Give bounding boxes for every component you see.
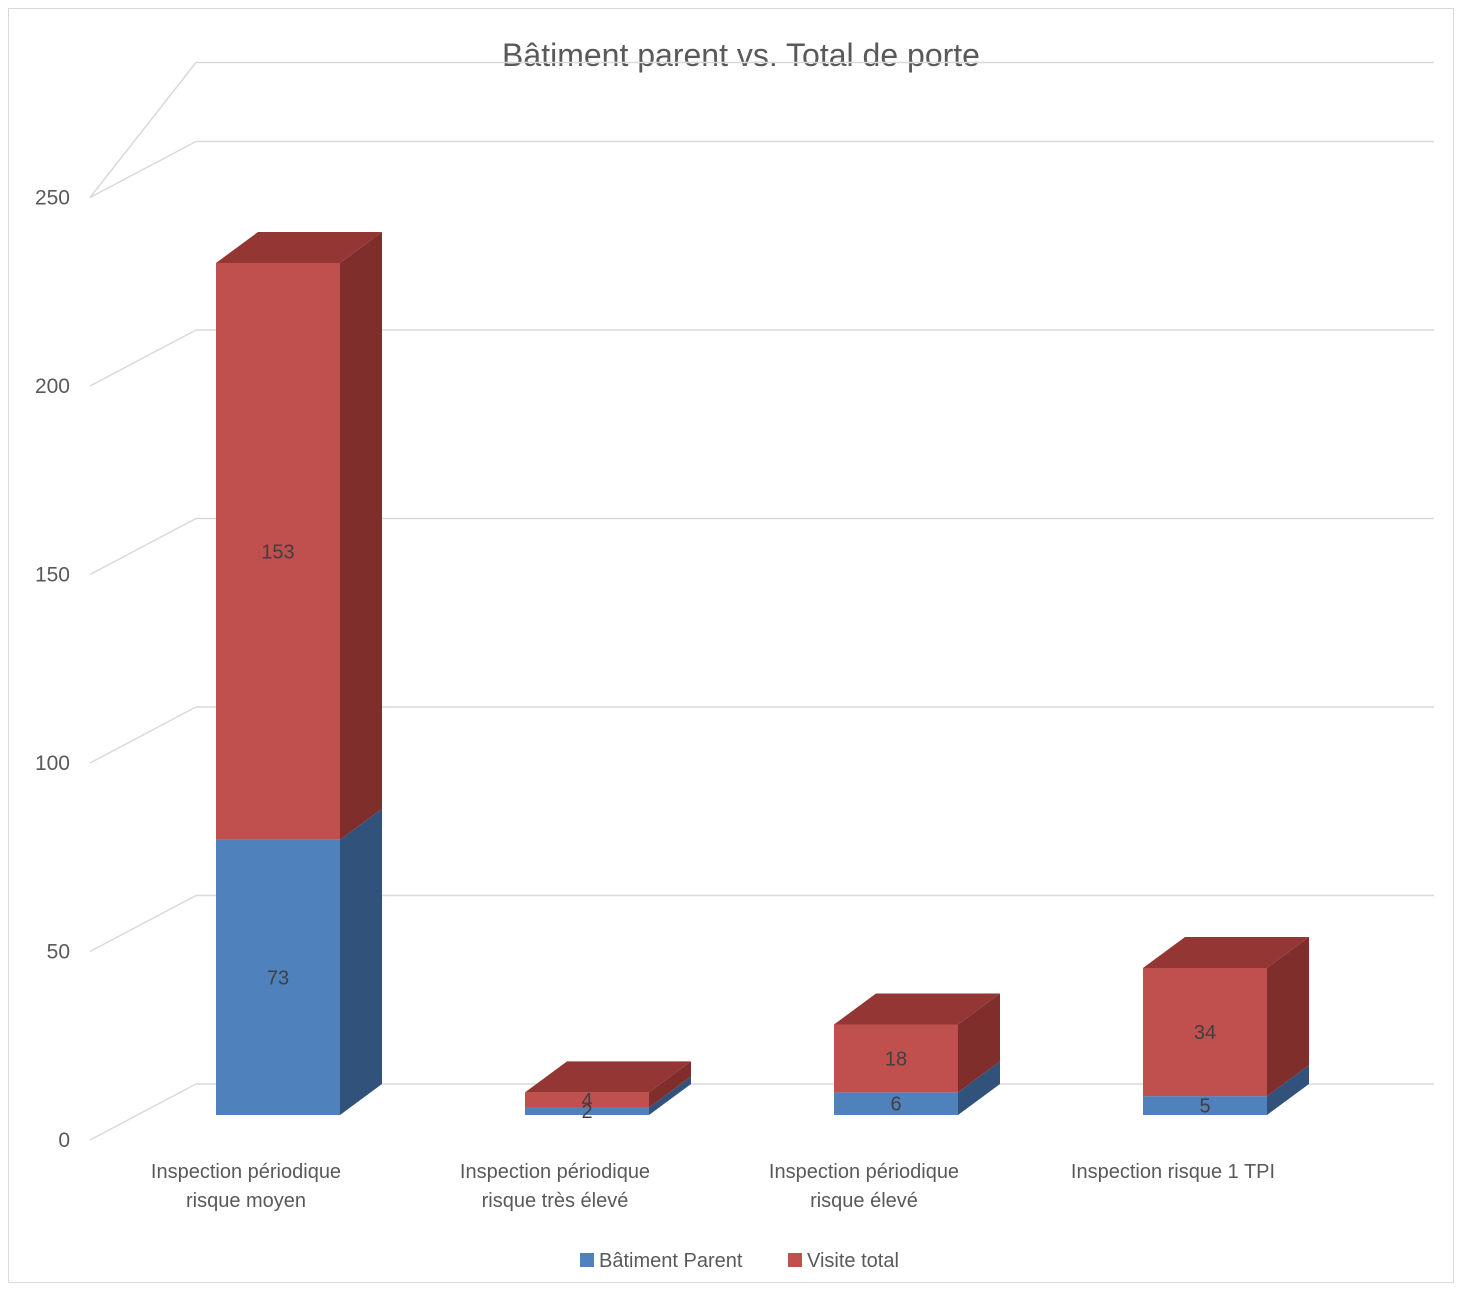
bar-front-face	[525, 1092, 649, 1108]
bar-front-face	[216, 262, 340, 840]
gridline-depth-top	[89, 62, 197, 198]
legend: Bâtiment Parent Visite total	[580, 1250, 899, 1272]
data-label: 34	[1194, 1022, 1216, 1044]
bar-front-face	[216, 839, 340, 1115]
y-tick-label: 150	[35, 564, 70, 587]
bar-batiment-parent	[525, 1076, 691, 1115]
gridline-depth-0	[89, 1083, 197, 1141]
legend-item-batiment-parent: Bâtiment Parent	[580, 1250, 743, 1272]
y-tick-label: 0	[58, 1129, 70, 1152]
data-labels: 73 153 24 6 18 5 34	[261, 541, 1216, 1123]
data-label: 4	[581, 1090, 592, 1112]
bar-side-face	[649, 1076, 691, 1115]
category-label: Inspection périodique risque très élevé	[460, 1161, 650, 1212]
legend-label: Visite total	[807, 1250, 899, 1272]
data-label: 5	[1199, 1096, 1210, 1118]
bar-front-face	[1143, 967, 1267, 1097]
y-tick-label: 200	[35, 375, 70, 398]
y-axis-tick-labels: 0 50 100 150 200 250	[35, 187, 70, 1153]
category-label: Inspection périodique risque élevé	[769, 1161, 959, 1212]
category-label: Inspection risque 1 TPI	[1071, 1161, 1275, 1183]
bar-side-face	[1267, 1065, 1309, 1115]
bar-side-face	[958, 1061, 1000, 1115]
category-label-line: Inspection périodique	[151, 1161, 341, 1183]
bar-batiment-parent	[834, 1061, 1000, 1115]
legend-swatch	[580, 1253, 594, 1267]
bar-top-face	[216, 231, 382, 263]
data-label: 153	[261, 541, 294, 563]
bar-side-face	[649, 1061, 691, 1108]
bar-top-face	[1143, 936, 1309, 968]
bar-front-face	[525, 1107, 649, 1115]
bar-batiment-parent	[216, 808, 382, 1115]
legend-item-visite-total: Visite total	[788, 1250, 899, 1272]
bar-top-face	[525, 1061, 691, 1093]
category-label-line: risque élevé	[810, 1190, 918, 1212]
data-label: 6	[890, 1094, 901, 1116]
bars	[216, 231, 1309, 1115]
gridline-depth-250	[89, 140, 197, 199]
y-tick-label: 50	[47, 941, 70, 964]
category-label-line: Inspection risque 1 TPI	[1071, 1161, 1275, 1183]
bar-side-face	[958, 993, 1000, 1093]
category-label-line: Inspection périodique	[460, 1161, 650, 1183]
bar-front-face	[834, 1092, 958, 1115]
chart-title: Bâtiment parent vs. Total de porte	[502, 37, 980, 73]
data-label: 2	[581, 1101, 592, 1123]
bar-front-face	[1143, 1096, 1267, 1115]
gridline-depth-200	[89, 329, 197, 387]
gridline-depth-50	[89, 894, 197, 953]
bar-side-face	[340, 231, 382, 840]
bar-front-face	[834, 1024, 958, 1093]
category-label-line: Inspection périodique	[769, 1161, 959, 1183]
category-label-line: risque moyen	[186, 1190, 306, 1212]
bar-top-face	[834, 993, 1000, 1025]
bar-side-face	[340, 808, 382, 1115]
legend-label: Bâtiment Parent	[599, 1250, 743, 1272]
y-tick-label: 100	[35, 752, 70, 775]
bar-side-face	[1267, 936, 1309, 1097]
bar-visite-total	[834, 993, 1000, 1093]
x-axis-category-labels: Inspection périodique risque moyenInspect…	[151, 1161, 1275, 1212]
gridline-depth-100	[89, 706, 197, 764]
gridline-depth-150	[89, 517, 197, 576]
data-label: 18	[885, 1048, 907, 1070]
legend-swatch	[788, 1253, 802, 1267]
bar-batiment-parent	[1143, 1065, 1309, 1115]
bar-visite-total	[216, 231, 382, 840]
y-tick-label: 250	[35, 187, 70, 210]
bar-visite-total	[1143, 936, 1309, 1097]
data-label: 73	[267, 967, 289, 989]
bar-visite-total	[525, 1061, 691, 1108]
category-label: Inspection périodique risque moyen	[151, 1161, 341, 1212]
category-label-line: risque très élevé	[482, 1190, 629, 1212]
